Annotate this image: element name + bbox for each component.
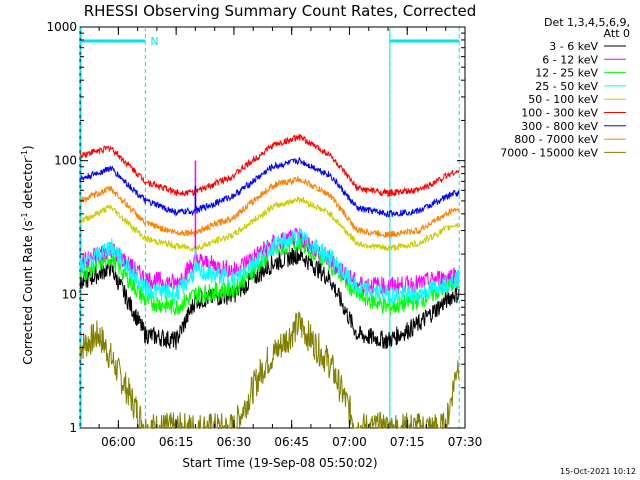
legend-entry-label: 300 - 800 keV [521,120,598,133]
legend-entry-label: 12 - 25 keV [535,67,598,80]
legend-header-attenuator: Att 0 [604,27,630,40]
y-axis-label-sup1: -1 [20,212,29,220]
x-axis-ticks: 06:00 06:15 06:30 06:45 07:00 07:15 07:30 [98,27,483,449]
series-line [79,227,460,296]
series-line [80,133,460,199]
x-tick-label: 06:15 [159,435,194,449]
x-tick-label: 06:30 [217,435,252,449]
series-line [79,247,460,350]
legend-entry-label: 7000 - 15000 keV [500,146,598,159]
chart-title: RHESSI Observing Summary Count Rates, Co… [84,2,477,20]
legend-header-detectors: Det 1,3,4,5,6,9, [544,16,630,29]
legend-entry-label: 3 - 6 keV [549,40,598,53]
series-line [79,196,460,253]
series-line [79,311,460,430]
x-tick-label: 07:15 [390,435,425,449]
series-line [79,156,460,218]
y-tick-label: 1 [69,421,77,435]
y-tick-label: 10 [62,287,77,301]
generation-timestamp: 15-Oct-2021 10:12 [560,467,636,476]
y-axis-ticks: 1 10 100 1000 [46,20,465,435]
legend-entry-label: 100 - 300 keV [521,107,598,120]
x-tick-label: 07:00 [332,435,367,449]
x-tick-label: 07:30 [448,435,483,449]
y-tick-label: 100 [54,154,77,168]
series-line [79,176,460,239]
y-axis-label-part1: Corrected Count Rate (s [21,220,35,364]
x-tick-label: 06:00 [101,435,136,449]
y-axis-label: Corrected Count Rate (s-1 detector-1) [20,145,35,364]
y-axis-label-part2: detector [21,158,35,213]
legend-entry-label: 25 - 50 keV [535,80,598,93]
y-axis-label-sup2: -1 [20,150,29,158]
x-tick-label: 06:45 [274,435,309,449]
legend-entry-label: 6 - 12 keV [542,53,598,66]
plot-area: N [79,26,466,430]
x-axis-label: Start Time (19-Sep-08 05:50:02) [182,456,377,470]
y-tick-label: 1000 [46,20,77,34]
night-marker-label: N [150,35,158,48]
legend-entry-label: 50 - 100 keV [528,93,598,106]
y-axis-label-part3: ) [21,145,35,150]
legend-entry-label: 800 - 7000 keV [514,133,598,146]
series-line [79,229,460,306]
